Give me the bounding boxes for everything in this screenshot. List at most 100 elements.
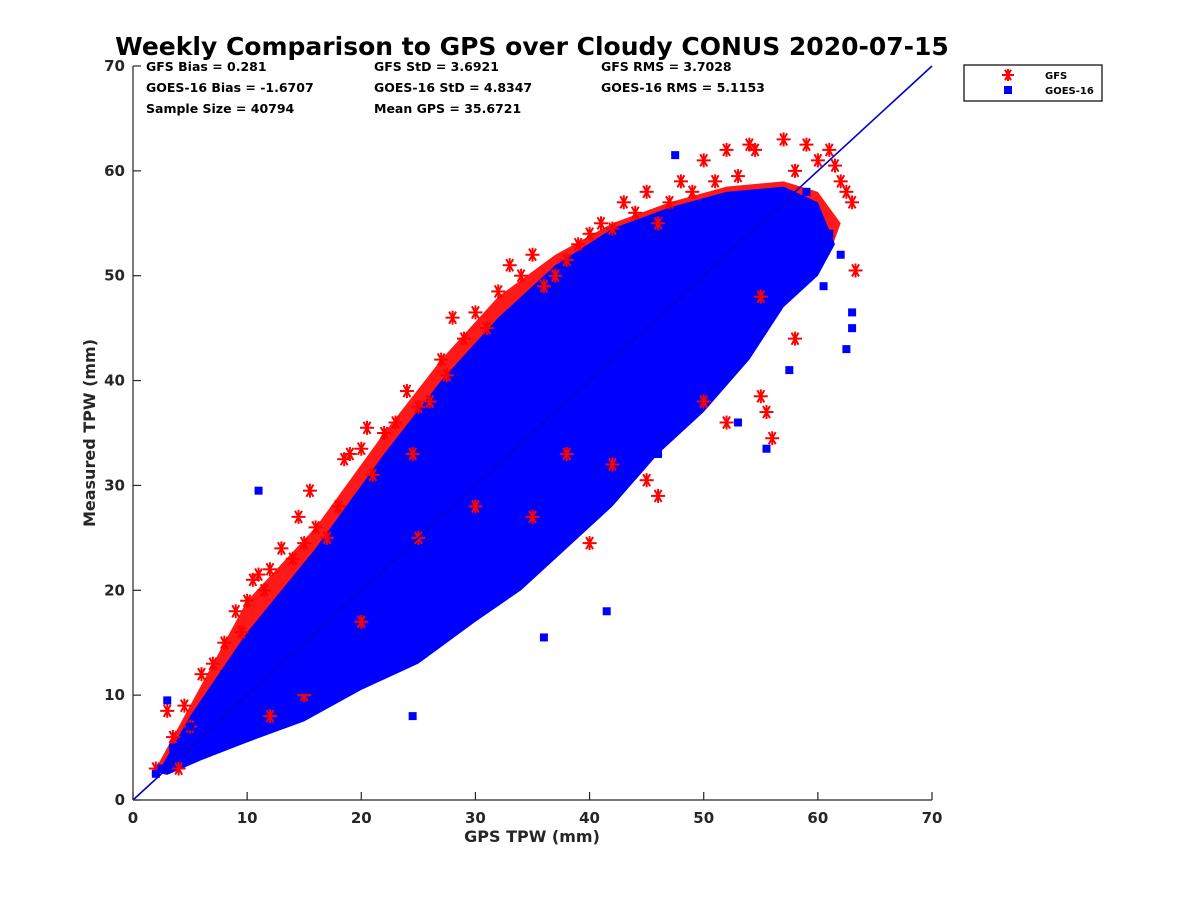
- goes-point: [408, 712, 417, 721]
- goes-point: [813, 219, 822, 228]
- gfs-point: [285, 551, 300, 566]
- chart-title: Weekly Comparison to GPS over Cloudy CON…: [115, 32, 949, 61]
- legend-gfs-marker: [1002, 69, 1014, 81]
- x-tick-label: 30: [465, 809, 486, 827]
- legend-goes-marker: [1004, 86, 1012, 94]
- goes-point: [168, 743, 177, 752]
- gfs-point: [639, 473, 654, 488]
- gfs-point: [753, 389, 768, 404]
- goes-point: [288, 628, 297, 637]
- gfs-point: [468, 305, 483, 320]
- goes-point: [848, 324, 857, 333]
- legend-goes-label: GOES-16: [1045, 86, 1094, 97]
- gfs-point: [359, 420, 374, 435]
- gfs-point: [788, 163, 803, 178]
- goes-point: [448, 470, 457, 479]
- goes-point: [231, 712, 240, 721]
- y-tick-label: 50: [104, 267, 125, 285]
- gfs-point: [251, 567, 266, 582]
- goes-point: [391, 523, 400, 532]
- gfs-point: [331, 499, 346, 514]
- goes-point: [825, 229, 834, 238]
- gfs-point: [479, 321, 494, 336]
- gfs-point: [262, 709, 277, 724]
- goes-point: [208, 701, 217, 710]
- x-axis-label: GPS TPW (mm): [464, 827, 600, 846]
- goes-point: [562, 376, 571, 385]
- legend: GFS GOES-16: [963, 64, 1103, 102]
- gfs-point: [177, 698, 192, 713]
- x-tick-label: 0: [128, 809, 138, 827]
- goes-point: [265, 649, 274, 658]
- gfs-point: [240, 593, 255, 608]
- gfs-point: [753, 289, 768, 304]
- goes-point: [574, 523, 583, 532]
- goes-point: [619, 324, 628, 333]
- gfs-point: [257, 583, 272, 598]
- goes-point: [688, 261, 697, 270]
- gfs-point: [759, 405, 774, 420]
- x-tick-label: 50: [693, 809, 714, 827]
- x-tick-label: 60: [807, 809, 828, 827]
- stat-sample-size: Sample Size = 40794: [146, 101, 295, 116]
- goes-point: [517, 418, 526, 427]
- x-tick-label: 20: [351, 809, 372, 827]
- goes-point: [151, 769, 160, 778]
- gfs-point: [696, 394, 711, 409]
- y-tick-label: 10: [104, 686, 125, 704]
- goes-point: [699, 376, 708, 385]
- gfs-point: [205, 656, 220, 671]
- gfs-point: [399, 384, 414, 399]
- gfs-point: [502, 258, 517, 273]
- goes-point: [368, 544, 377, 553]
- gfs-point: [696, 153, 711, 168]
- gfs-point: [491, 284, 506, 299]
- gfs-point: [377, 426, 392, 440]
- gfs-point: [342, 446, 357, 461]
- goes-point: [323, 586, 332, 595]
- gfs-point: [776, 132, 791, 147]
- goes-point: [425, 491, 434, 500]
- goes-point: [551, 387, 560, 396]
- goes-point: [791, 208, 800, 217]
- goes-point: [460, 460, 469, 469]
- goes-point: [402, 512, 411, 521]
- gfs-point: [848, 263, 863, 278]
- goes-point: [665, 282, 674, 291]
- goes-point: [722, 229, 731, 238]
- gfs-point: [582, 226, 597, 241]
- gfs-point: [839, 184, 854, 199]
- goes-point: [448, 596, 457, 605]
- goes-point: [528, 408, 537, 417]
- y-tick-label: 30: [104, 476, 125, 494]
- gfs-point: [593, 216, 608, 231]
- gfs-point: [228, 604, 243, 619]
- gfs-point: [810, 153, 825, 168]
- goes-point: [819, 282, 828, 291]
- goes-point: [539, 633, 548, 642]
- goes-point: [642, 303, 651, 312]
- y-tick-label: 60: [104, 162, 125, 180]
- gfs-point: [559, 252, 574, 267]
- gfs-point: [616, 195, 631, 210]
- goes-point: [300, 617, 309, 626]
- goes-point: [676, 271, 685, 280]
- gfs-point: [673, 174, 688, 189]
- gfs-point: [685, 184, 700, 199]
- gfs-point: [160, 703, 175, 718]
- goes-point: [163, 696, 172, 705]
- goes-point: [699, 250, 708, 259]
- goes-point: [848, 308, 857, 317]
- goes-point: [357, 554, 366, 563]
- gfs-point: [605, 457, 620, 472]
- goes-point: [300, 685, 309, 694]
- gfs-point: [445, 310, 460, 325]
- goes-point: [220, 670, 229, 679]
- gfs-point: [434, 352, 449, 367]
- gfs-point: [320, 530, 335, 545]
- goes-point: [414, 502, 423, 511]
- x-tick-label: 10: [237, 809, 258, 827]
- x-tick-label: 70: [922, 809, 943, 827]
- gfs-point: [639, 184, 654, 199]
- gfs-point: [719, 142, 734, 157]
